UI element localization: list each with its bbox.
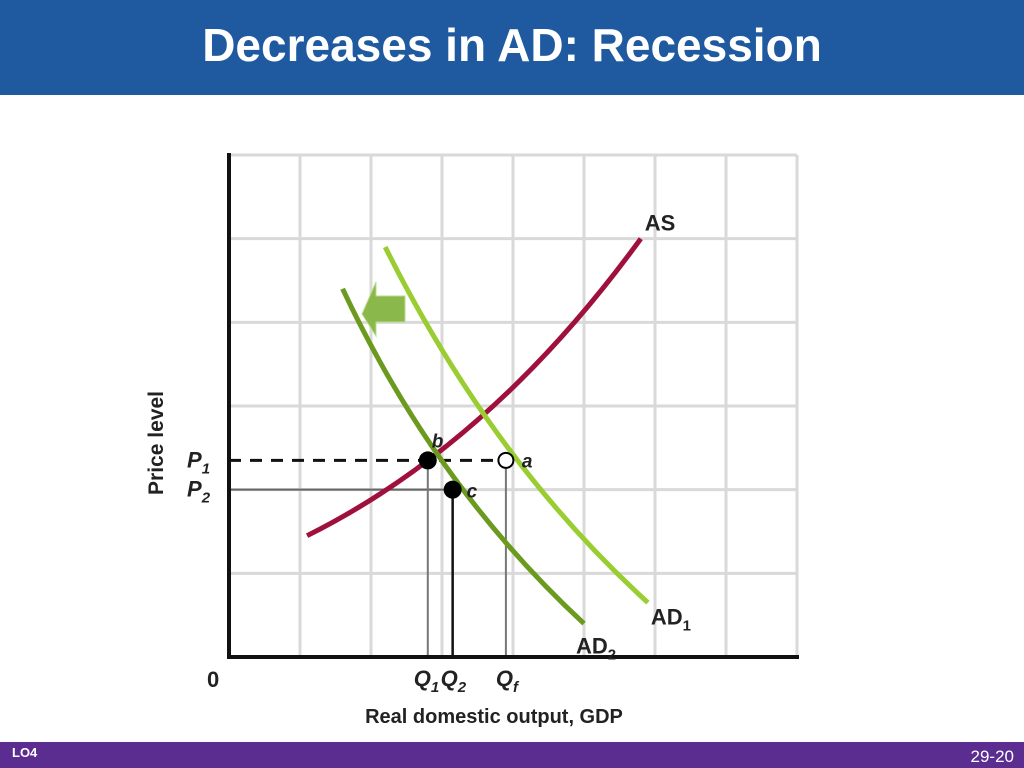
point-label-b: b: [432, 431, 444, 452]
title-bar: [0, 0, 1024, 95]
point-label-a: a: [522, 451, 533, 472]
chart-curves: [305, 237, 650, 626]
price-tick-label-1: P1: [187, 447, 210, 477]
shift-left-arrow-icon: [361, 281, 406, 338]
point-label-c: c: [467, 482, 478, 503]
ad2-curve: [340, 287, 586, 626]
equilibrium-point-a: [497, 451, 515, 469]
equilibrium-guides: [229, 458, 507, 657]
equilibrium-point-b: [418, 451, 437, 470]
footer-bar: [0, 742, 1024, 768]
quantity-tick-label-2: Q2: [441, 666, 467, 696]
ad-as-chart: Price level Real domestic output, GDP 0 …: [145, 153, 799, 728]
quantity-tick-label-3: Qf: [496, 666, 520, 696]
chart-grid: [229, 153, 799, 657]
chart-labels: Price level Real domestic output, GDP 0 …: [145, 211, 691, 728]
as-curve-label: AS: [645, 211, 676, 236]
origin-label: 0: [207, 667, 219, 692]
equilibrium-point-c: [443, 480, 462, 499]
quantity-tick-label-1: Q1: [414, 666, 439, 696]
equilibrium-points: [418, 451, 515, 499]
page-number: 29-20: [970, 747, 1014, 766]
chart-axes: [227, 153, 799, 659]
price-tick-label-2: P2: [187, 477, 211, 507]
ad1-curve: [382, 245, 650, 605]
learning-objective-label: LO4: [12, 745, 38, 760]
y-axis-label: Price level: [145, 391, 168, 495]
ad1-curve-label: AD1: [651, 605, 691, 635]
shift-arrow-group: [361, 281, 406, 338]
ad2-curve-label: AD2: [576, 634, 616, 664]
x-axis-label: Real domestic output, GDP: [365, 706, 623, 728]
slide-title: Decreases in AD: Recession: [202, 19, 822, 71]
